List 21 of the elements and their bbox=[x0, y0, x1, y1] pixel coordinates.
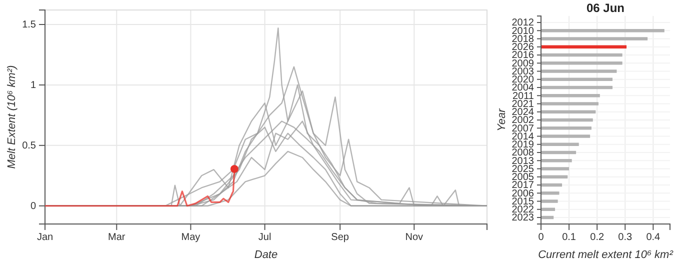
x-tick-label: 0.4 bbox=[646, 232, 661, 244]
y-tick-label: 1 bbox=[30, 80, 36, 92]
y-tick-label: 0 bbox=[30, 201, 36, 212]
chart-title: 06 Jun bbox=[586, 1, 625, 15]
x-tick-label: Jan bbox=[36, 232, 54, 244]
x-tick-label: Jul bbox=[258, 232, 272, 244]
y-tick-label: 1.5 bbox=[22, 20, 36, 31]
x-tick-label: 0 bbox=[538, 232, 544, 244]
x-tick-label: 0.3 bbox=[618, 232, 633, 244]
y-tick-label: 2023 bbox=[512, 212, 534, 224]
x-tick-label: Nov bbox=[405, 232, 424, 244]
y-axis-title: Year bbox=[496, 107, 508, 132]
x-tick-label: May bbox=[181, 232, 200, 244]
y-tick-label: 0.5 bbox=[22, 140, 36, 152]
x-axis-title: Current melt extent 10⁶ km² bbox=[538, 249, 674, 261]
x-tick-label: Mar bbox=[108, 232, 126, 244]
x-tick-label: 0.2 bbox=[590, 232, 604, 244]
x-axis-title: Date bbox=[254, 249, 278, 261]
x-tick-label: 0.1 bbox=[562, 232, 576, 244]
y-axis-title: Melt Extent (10⁶ km²) bbox=[6, 64, 18, 169]
x-tick-label: Sep bbox=[331, 232, 350, 244]
